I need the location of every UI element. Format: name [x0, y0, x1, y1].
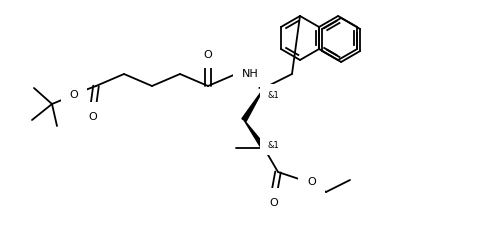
Text: O: O: [89, 112, 98, 121]
Text: &1: &1: [267, 91, 279, 100]
Text: &1: &1: [267, 140, 279, 149]
Text: NH: NH: [242, 69, 259, 79]
Text: O: O: [270, 197, 279, 207]
Text: O: O: [204, 50, 212, 60]
Text: O: O: [307, 176, 316, 186]
Polygon shape: [244, 120, 266, 150]
Text: O: O: [70, 90, 78, 100]
Polygon shape: [242, 89, 264, 122]
